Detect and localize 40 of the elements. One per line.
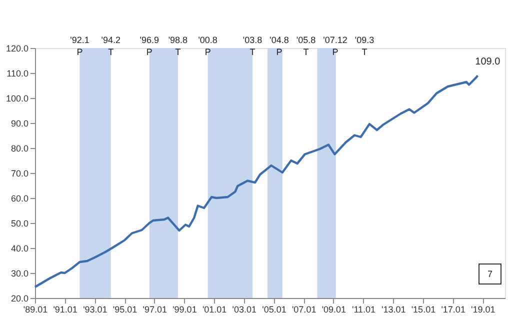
annotation: '94.2 T bbox=[101, 35, 120, 57]
y-tick-label: 90.0 bbox=[10, 118, 28, 128]
annotation: '03.8 T bbox=[242, 35, 262, 57]
annotation: '96.9 P bbox=[140, 35, 160, 57]
x-tick-label: '91.01 bbox=[53, 304, 78, 314]
x-tick-label: '99.01 bbox=[172, 304, 197, 314]
annotation: '09.3 T bbox=[354, 35, 374, 57]
y-tick-label: 20.0 bbox=[10, 294, 28, 304]
x-tick-label: '15.01 bbox=[411, 304, 436, 314]
x-tick-label: '17.01 bbox=[441, 304, 466, 314]
y-tick-label: 70.0 bbox=[10, 168, 28, 178]
x-tick-label: '09.01 bbox=[322, 304, 346, 314]
y-tick-label: 120.0 bbox=[6, 44, 28, 54]
x-tick-label: '95.01 bbox=[112, 304, 138, 314]
y-tick-label: 60.0 bbox=[10, 194, 28, 204]
annotation: '04.8 P bbox=[270, 35, 289, 57]
line-series bbox=[34, 74, 479, 288]
annotation: '92.1 P bbox=[70, 35, 90, 57]
y-tick-label: 100.0 bbox=[6, 94, 28, 104]
annotation: '98.8 T bbox=[168, 35, 188, 57]
x-tick-label: '07.01 bbox=[292, 304, 316, 314]
y-tick-label: 30.0 bbox=[10, 268, 28, 278]
annotation: '00.8 P bbox=[198, 35, 218, 57]
x-tick-label: '89.01 bbox=[23, 304, 48, 314]
x-tick-label: '97.01 bbox=[142, 304, 168, 314]
x-tick-label: '13.01 bbox=[382, 304, 406, 314]
annotation: 109.0 bbox=[475, 56, 501, 68]
x-tick-label: '01.01 bbox=[202, 304, 227, 314]
x-tick-label: '11.01 bbox=[352, 304, 376, 314]
x-tick-label: '03.01 bbox=[232, 304, 257, 314]
y-tick-label: 80.0 bbox=[10, 144, 28, 154]
x-tick-label: '93.01 bbox=[83, 304, 108, 314]
annotation: '05.8 T bbox=[296, 35, 316, 57]
annotation: 7 bbox=[487, 269, 493, 279]
x-tick-label: '05.01 bbox=[262, 304, 286, 314]
annotation: '07.12 P bbox=[323, 35, 348, 57]
y-tick-label: 50.0 bbox=[10, 218, 28, 228]
y-tick-label: 110.0 bbox=[6, 68, 28, 78]
x-tick-label: '19.01 bbox=[471, 304, 496, 314]
y-tick-label: 40.0 bbox=[10, 244, 28, 254]
